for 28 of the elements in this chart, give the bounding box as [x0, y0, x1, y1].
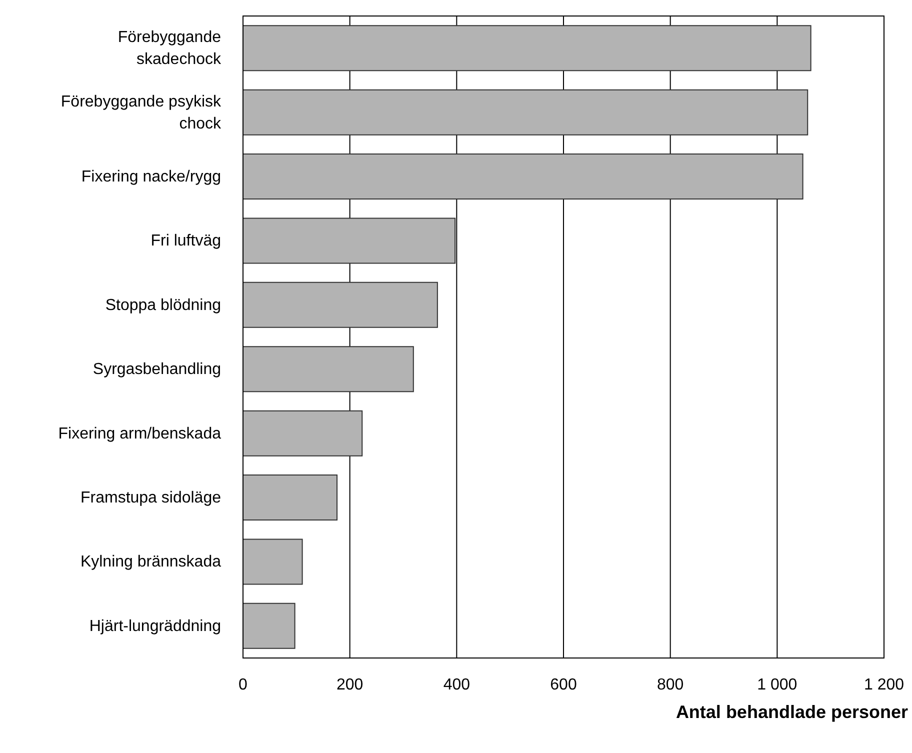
bar	[243, 602, 296, 649]
x-axis-title: Antal behandlade personer	[676, 702, 908, 723]
y-tick-label: Kylning brännskada	[80, 553, 222, 570]
x-tick-label: 1 000	[757, 676, 798, 694]
bar	[243, 346, 414, 392]
bar	[243, 538, 303, 585]
y-tick-label: Hjärt-lungräddning	[89, 617, 221, 634]
x-tick-label: 400	[443, 676, 470, 694]
bar	[243, 410, 363, 456]
y-tick-label: Fri luftväg	[150, 232, 221, 250]
bar	[243, 154, 804, 200]
x-tick-label: 800	[656, 676, 684, 694]
x-tick-label: 200	[336, 676, 364, 694]
bar	[243, 218, 456, 264]
bar	[243, 25, 812, 72]
y-tick-label: Stoppa blödning	[105, 296, 221, 314]
y-tick-label: Syrgasbehandling	[92, 360, 221, 378]
y-tick-label: Förebyggande skadechock	[118, 28, 222, 68]
x-tick-label: 1 200	[864, 676, 904, 694]
bar	[243, 89, 808, 136]
bar	[243, 474, 338, 521]
y-tick-label: Fixering arm/benskada	[58, 424, 222, 442]
y-tick-label: Framstupa sidoläge	[80, 489, 222, 506]
y-tick-label: Fixering nacke/rygg	[81, 168, 221, 185]
x-tick-label: 0	[238, 676, 248, 694]
x-tick-label: 600	[550, 676, 577, 694]
bar	[243, 282, 438, 328]
y-tick-label: Förebyggande psykisk chock	[60, 92, 222, 132]
